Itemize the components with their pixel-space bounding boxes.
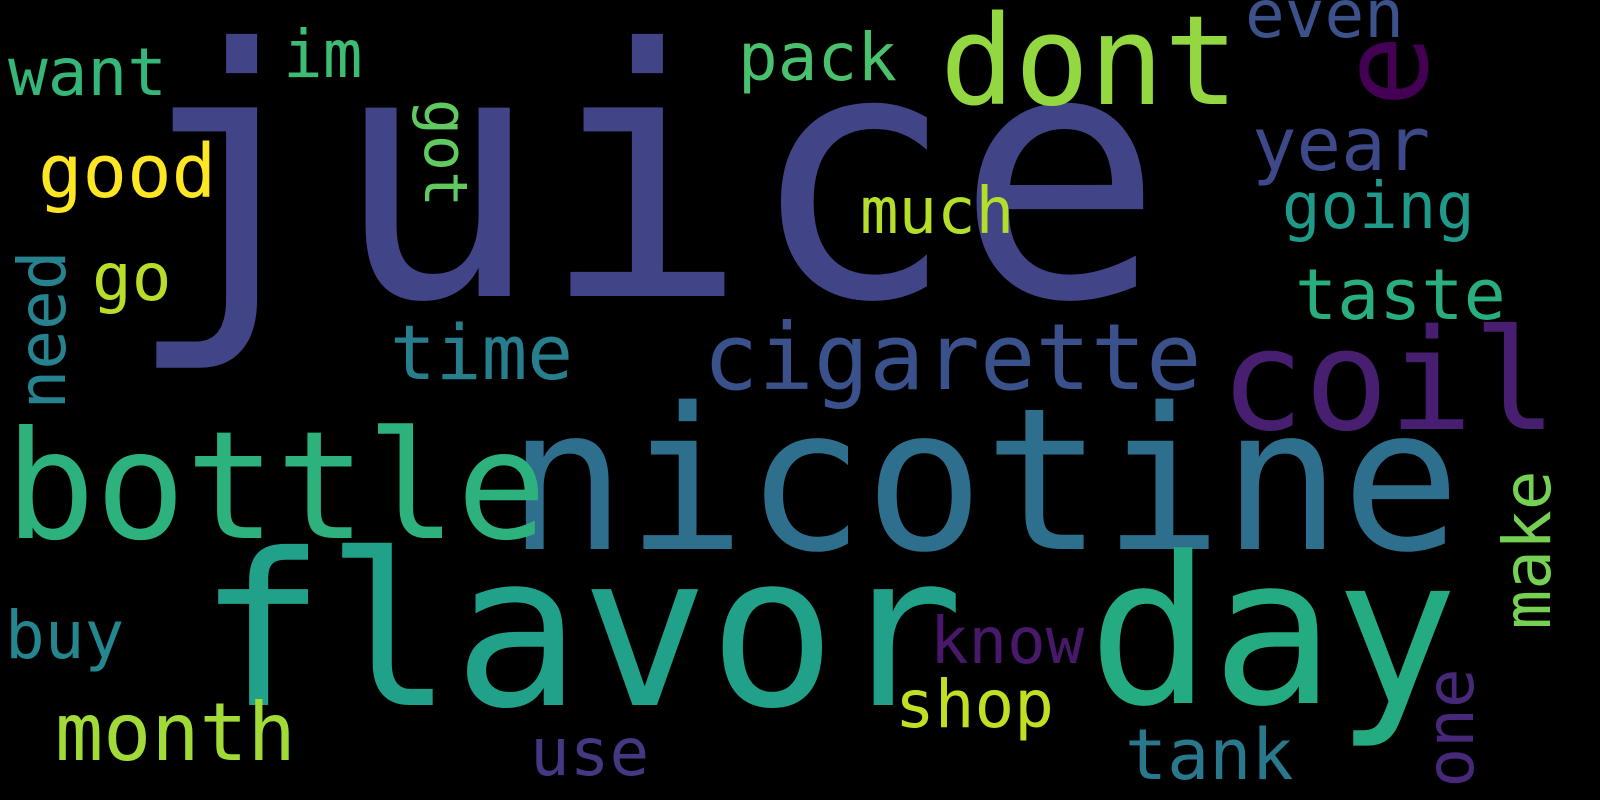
word-going: going bbox=[1282, 170, 1475, 244]
word-juice: juice bbox=[125, 0, 1164, 378]
word-make: make bbox=[1489, 470, 1566, 630]
word-need: need bbox=[4, 250, 81, 410]
word-even: even bbox=[1245, 0, 1404, 53]
word-day: day bbox=[1088, 514, 1459, 752]
word-pack: pack bbox=[738, 19, 897, 96]
word-good: good bbox=[38, 129, 217, 215]
word-dont: dont bbox=[940, 0, 1239, 134]
word-know: know bbox=[930, 605, 1085, 679]
word-buy: buy bbox=[5, 597, 125, 674]
word-flavor: flavor bbox=[198, 508, 964, 755]
word-cigarette: cigarette bbox=[703, 304, 1202, 411]
word-year: year bbox=[1252, 102, 1431, 188]
word-taste: taste bbox=[1295, 254, 1506, 336]
word-one: one bbox=[1412, 667, 1489, 788]
word-go: go bbox=[92, 239, 172, 316]
word-tank: tank bbox=[1125, 714, 1294, 796]
word-much: much bbox=[860, 175, 1015, 249]
word-use: use bbox=[530, 714, 650, 791]
word-nicotine: nicotine bbox=[507, 365, 1461, 596]
word-time: time bbox=[390, 308, 574, 397]
word-month: month bbox=[55, 686, 296, 779]
word-im: im bbox=[283, 16, 363, 93]
word-shop: shop bbox=[895, 666, 1054, 743]
word-bottle: bottle bbox=[5, 400, 547, 574]
word-coil: coil bbox=[1220, 300, 1558, 463]
word-got: got bbox=[410, 98, 480, 208]
word-want: want bbox=[8, 34, 167, 111]
